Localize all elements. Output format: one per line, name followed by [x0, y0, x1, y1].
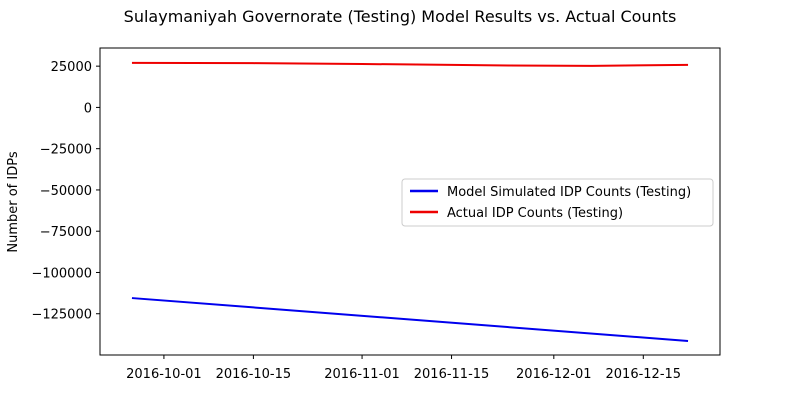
- x-tick-label: 2016-12-15: [606, 367, 682, 382]
- y-tick-label: 0: [84, 101, 92, 116]
- x-tick-label: 2016-11-15: [414, 367, 490, 382]
- plot-frame: [99, 47, 721, 356]
- y-tick-label: −125000: [31, 308, 92, 323]
- y-tick-label: −25000: [40, 143, 92, 158]
- y-tick-label: −75000: [40, 225, 92, 240]
- legend: Model Simulated IDP Counts (Testing) Actu…: [401, 178, 714, 227]
- y-tick-label: 25000: [51, 60, 92, 75]
- series-line-0: [131, 297, 689, 342]
- axes: 2016-10-01 2016-10-15 2016-11-01 2016-11-15…: [31, 60, 681, 382]
- x-tick-label: 2016-12-01: [516, 367, 592, 382]
- x-tick-label: 2016-11-01: [324, 367, 400, 382]
- y-tick-label: −50000: [40, 184, 92, 199]
- series-line-1: [131, 61, 689, 67]
- legend-label-0: Model Simulated IDP Counts (Testing): [447, 185, 691, 200]
- legend-box: [401, 178, 714, 227]
- y-tick-label: −100000: [31, 266, 92, 281]
- legend-label-1: Actual IDP Counts (Testing): [447, 206, 623, 221]
- y-axis-label: Number of IDPs: [6, 151, 21, 252]
- plot-area: [131, 61, 689, 342]
- chart-title: Sulaymaniyah Governorate (Testing) Model…: [124, 7, 677, 26]
- x-tick-label: 2016-10-01: [126, 367, 202, 382]
- x-tick-label: 2016-10-15: [216, 367, 292, 382]
